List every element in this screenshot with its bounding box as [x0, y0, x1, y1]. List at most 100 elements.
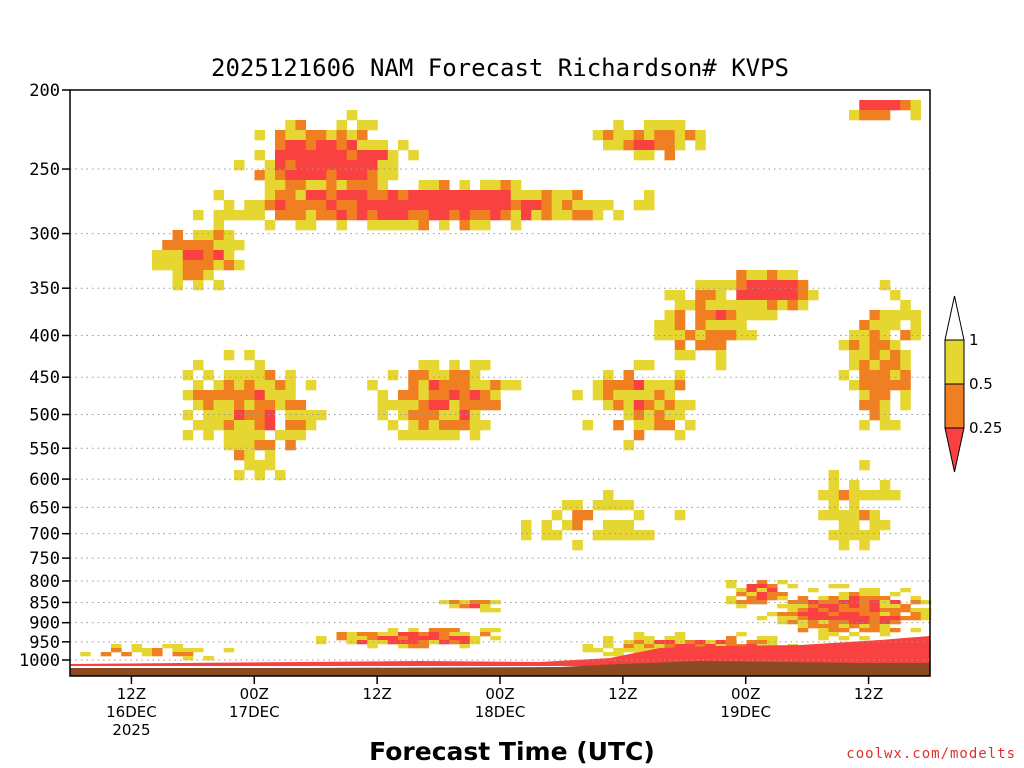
ri-cell [777, 596, 788, 601]
ri-cell [316, 410, 327, 421]
ri-cell [603, 370, 614, 381]
ri-cell [715, 300, 727, 311]
y-tick-label: 650 [29, 498, 60, 518]
ri-cell [838, 370, 850, 381]
ri-cell [418, 390, 430, 401]
legend-swatch-0.25-0.5 [944, 383, 965, 429]
ri-cell [182, 652, 194, 657]
ri-cell [910, 110, 922, 121]
ri-cell [664, 150, 676, 161]
ri-cell [234, 440, 245, 451]
ri-cell [234, 410, 245, 421]
ri-cell [357, 632, 368, 637]
ri-cell [357, 150, 368, 161]
ri-cell [367, 120, 378, 131]
ri-cell [849, 490, 860, 501]
ri-cell [418, 360, 430, 371]
ri-cell [746, 290, 758, 301]
pressure-gridlines [70, 168, 930, 661]
x-tick-label: 19DEC [720, 703, 771, 721]
ri-cell [316, 130, 327, 141]
ri-cell [838, 612, 850, 617]
x-tick-label: 12Z [117, 685, 146, 703]
ri-cell [480, 628, 491, 633]
ri-cell [521, 210, 532, 221]
ri-cell [869, 350, 881, 361]
ri-cell [408, 220, 419, 231]
ri-cell [828, 620, 840, 625]
ri-cell [910, 616, 922, 621]
ri-cell [459, 410, 471, 421]
ri-cell [623, 644, 635, 649]
ri-cell [234, 430, 245, 441]
ri-cell [244, 210, 255, 221]
ri-cell [500, 200, 512, 211]
ri-cell [193, 380, 204, 391]
ri-cell [582, 648, 594, 653]
ri-cell [418, 636, 430, 641]
ri-cell [746, 280, 758, 291]
ri-cell [182, 250, 194, 261]
ri-cell [613, 420, 624, 431]
ri-cell [182, 430, 194, 441]
ri-cell [808, 624, 819, 629]
ri-cell [705, 300, 717, 311]
ri-cell [644, 410, 655, 421]
ri-cell [203, 430, 214, 441]
ri-cell [377, 140, 389, 151]
ri-cell [705, 280, 717, 291]
ri-cell [818, 628, 829, 633]
ri-cell [808, 620, 819, 625]
ri-cell [346, 170, 358, 181]
ri-cell [305, 150, 317, 161]
legend-label: 0.25 [969, 419, 1002, 437]
ri-cell [633, 410, 645, 421]
ri-cell [223, 440, 235, 451]
ri-cell [592, 500, 604, 511]
ri-cell [787, 600, 799, 605]
ri-cell [223, 648, 235, 653]
ri-cell [633, 400, 645, 411]
ri-cell [141, 652, 153, 657]
ri-cell [756, 310, 768, 321]
ri-cell [859, 604, 870, 609]
ri-cell [193, 210, 204, 221]
ri-cell [357, 180, 368, 191]
ri-cell [500, 380, 512, 391]
ri-cell [838, 604, 850, 609]
ri-cell [705, 330, 717, 341]
ri-cell [910, 612, 922, 617]
ri-cell [152, 260, 163, 271]
ri-cell [203, 390, 214, 401]
ri-cell [767, 636, 778, 641]
ri-cell [367, 180, 378, 191]
ri-cell [254, 410, 266, 421]
legend-swatch-below-0.25 [944, 427, 965, 473]
ri-cell [633, 636, 645, 641]
ri-cell [469, 640, 481, 645]
ri-cell [726, 580, 737, 585]
ri-cell [633, 632, 645, 637]
ri-cell [439, 180, 450, 191]
ri-cell [695, 300, 706, 311]
ri-cell [603, 640, 614, 645]
ri-cell [736, 592, 747, 597]
ri-cell [838, 624, 850, 629]
ri-cell [869, 110, 881, 121]
ri-cell [111, 648, 122, 653]
ri-cell [828, 490, 840, 501]
ri-cell [449, 628, 460, 633]
ri-cell [756, 616, 768, 621]
ri-cell [859, 350, 870, 361]
ri-cell [633, 140, 645, 151]
ri-cell [859, 100, 870, 111]
ri-cell [623, 520, 635, 531]
ri-cell [644, 120, 655, 131]
ri-cell [838, 596, 850, 601]
ri-cell [674, 120, 686, 131]
ri-cell [849, 350, 860, 361]
ri-cell [900, 588, 911, 593]
ri-cell [910, 330, 922, 341]
ri-cell [428, 400, 440, 411]
ri-cell [838, 584, 850, 589]
